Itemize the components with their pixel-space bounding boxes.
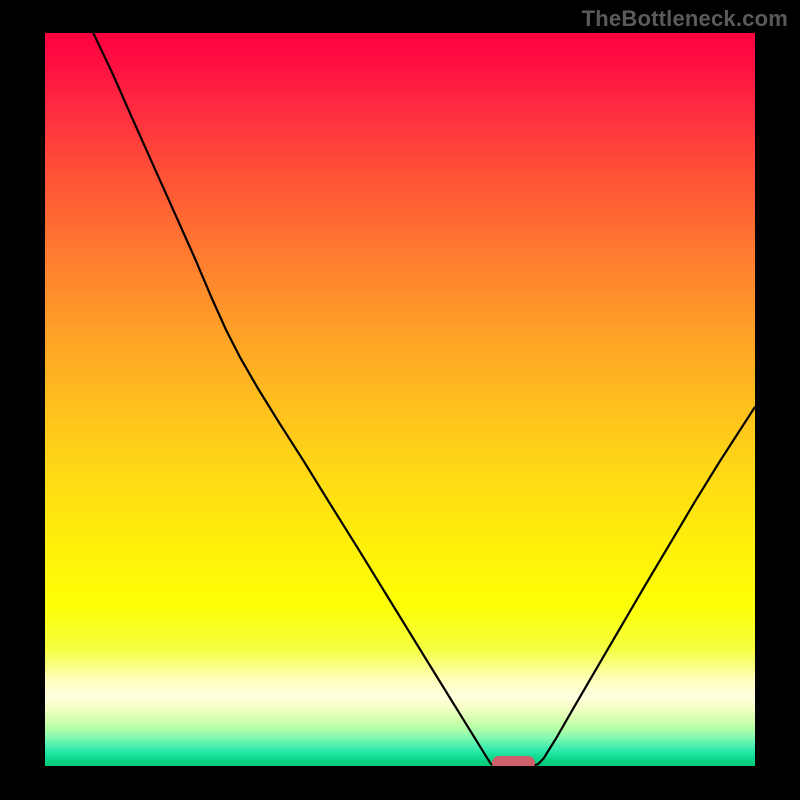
bottleneck-curve (45, 33, 755, 766)
watermark-text: TheBottleneck.com (582, 6, 788, 32)
plot-area (45, 33, 755, 766)
optimal-range-marker (492, 756, 535, 766)
